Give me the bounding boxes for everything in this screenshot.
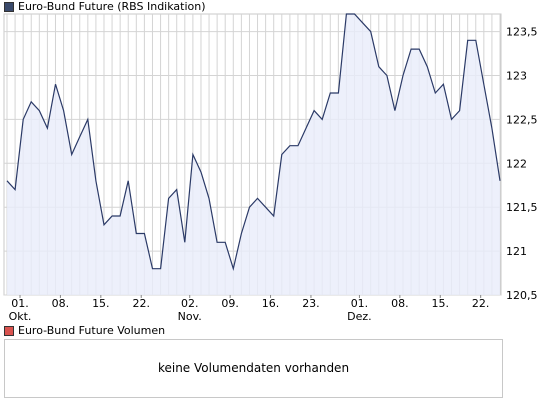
x-tick-label: 15. (432, 297, 450, 310)
y-tick-label: 121 (506, 245, 527, 258)
x-tick-label: 15. (92, 297, 110, 310)
volume-legend-label: Euro-Bund Future Volumen (18, 324, 166, 337)
y-tick-label: 121,5 (506, 201, 538, 214)
x-month-label: Nov. (178, 310, 202, 323)
price-legend: Euro-Bund Future (RBS Indikation) (4, 1, 206, 13)
y-tick-label: 120,5 (506, 289, 538, 302)
x-tick-label: 09. (221, 297, 239, 310)
volume-legend-swatch (4, 326, 14, 336)
price-legend-label: Euro-Bund Future (RBS Indikation) (18, 0, 206, 13)
x-tick-label: 23. (302, 297, 320, 310)
x-tick-label: 01. (351, 297, 369, 310)
y-tick-label: 122,5 (506, 113, 538, 126)
volume-legend: Euro-Bund Future Volumen (4, 325, 165, 337)
price-chart: 120,5 121 121,5 122 122,5 123 123,5 01. 08. 15. 2… (3, 13, 538, 323)
x-tick-label: 02. (181, 297, 199, 310)
y-tick-label: 123,5 (506, 26, 538, 39)
y-tick-label: 122 (506, 157, 527, 170)
x-tick-label: 22. (132, 297, 150, 310)
x-axis-ticks: 01. 08. 15. 22. 02. 09. 16. 23. 01. 08. 15. 22. Okt.… (9, 295, 490, 323)
x-month-label: Okt. (9, 310, 32, 323)
x-tick-label: 16. (262, 297, 280, 310)
x-tick-label: 08. (52, 297, 70, 310)
volume-panel: keine Volumendaten vorhanden (4, 339, 503, 398)
y-tick-label: 123 (506, 69, 527, 82)
price-line (6, 13, 501, 272)
x-tick-label: 01. (11, 297, 29, 310)
y-axis-ticks: 120,5 121 121,5 122 122,5 123 123,5 (506, 26, 538, 302)
price-legend-swatch (4, 2, 14, 12)
x-month-label: Dez. (347, 310, 372, 323)
price-area (7, 14, 500, 295)
x-tick-label: 22. (472, 297, 490, 310)
volume-empty-message: keine Volumendaten vorhanden (157, 361, 350, 375)
x-tick-label: 08. (391, 297, 409, 310)
